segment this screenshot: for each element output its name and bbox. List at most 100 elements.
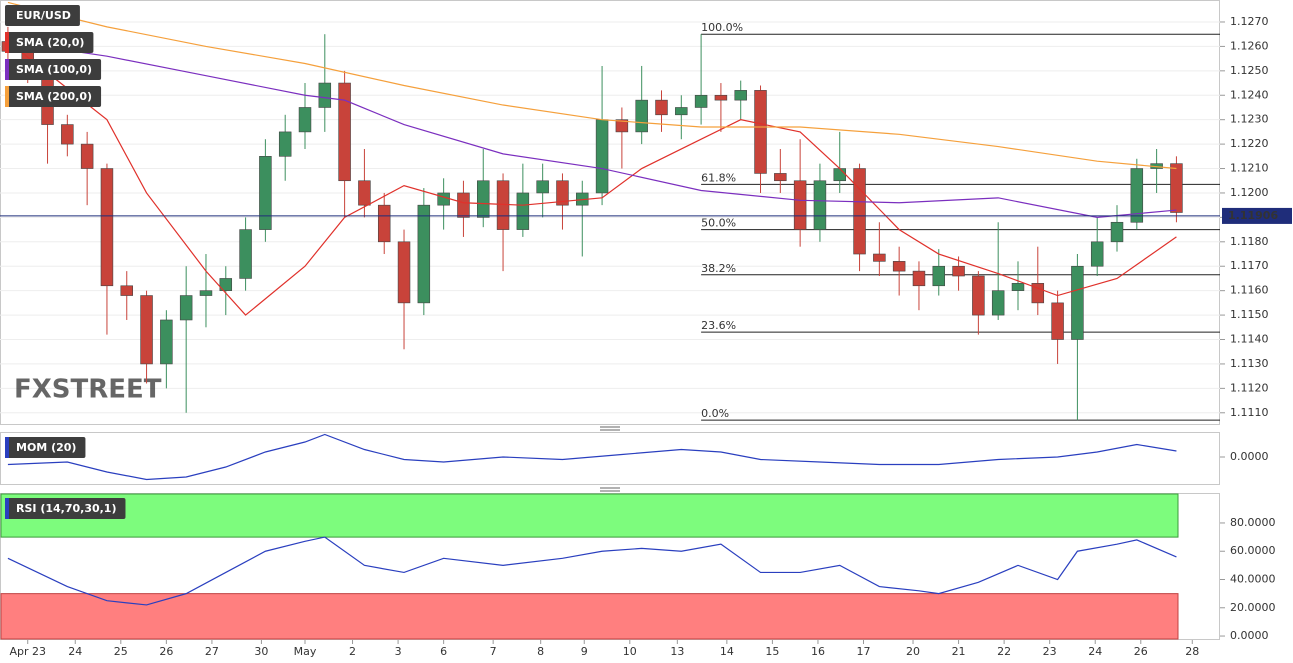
x-tick-label: 30 xyxy=(254,645,268,658)
candle-body xyxy=(318,82,332,108)
candle-body xyxy=(120,285,133,296)
legend-label: MOM (20) xyxy=(16,441,76,454)
candle-body xyxy=(1031,283,1045,304)
x-tick-label: 16 xyxy=(811,645,825,658)
x-tick-label: 15 xyxy=(765,645,779,658)
y-tick-label: 0.0000 xyxy=(1230,450,1269,463)
legend-item: SMA (200,0) xyxy=(5,86,102,107)
last-price-box xyxy=(1222,207,1292,224)
legend-box xyxy=(5,437,86,458)
legend-box xyxy=(5,32,94,53)
y-tick-label: 1.1120 xyxy=(1230,381,1269,394)
x-tick-label: 13 xyxy=(670,645,684,658)
y-tick-label: 1.1180 xyxy=(1230,235,1269,248)
y-tick-label: 60.0000 xyxy=(1230,544,1276,557)
y-tick-label: 1.1200 xyxy=(1230,186,1269,199)
candle-body xyxy=(278,131,292,157)
y-tick-label: 1.1240 xyxy=(1230,88,1269,101)
x-tick-label: 6 xyxy=(440,645,447,658)
candle-body xyxy=(1130,168,1144,223)
legend-box xyxy=(5,5,80,26)
y-tick-label: 0.0000 xyxy=(1230,629,1269,642)
panel-frame xyxy=(0,432,1220,485)
candle-body xyxy=(1011,283,1025,291)
y-tick-label: 1.1210 xyxy=(1230,162,1269,175)
candle-body xyxy=(397,241,411,304)
y-tick-label: 1.1130 xyxy=(1230,357,1269,370)
legend-swatch xyxy=(5,86,9,107)
legend-swatch xyxy=(5,498,9,519)
series-line xyxy=(7,1,1177,170)
candle-body xyxy=(932,265,946,287)
series-line xyxy=(7,40,1177,218)
x-tick-label: 14 xyxy=(720,645,734,658)
candle-body xyxy=(80,143,94,169)
x-tick-label: 21 xyxy=(952,645,966,658)
x-tick-label: 28 xyxy=(1185,645,1199,658)
x-tick-label: 9 xyxy=(581,645,588,658)
series-line xyxy=(7,41,1177,316)
x-tick-label: 24 xyxy=(1088,645,1102,658)
legend-item: SMA (100,0) xyxy=(5,59,102,80)
candle-body xyxy=(179,295,193,321)
x-tick-label: 8 xyxy=(537,645,544,658)
candle-body xyxy=(457,192,470,218)
legend-swatch xyxy=(5,59,9,80)
candle-body xyxy=(61,124,74,145)
legend-item: RSI (14,70,30,1) xyxy=(5,498,126,519)
candle-body xyxy=(219,278,233,291)
candle-body xyxy=(338,82,351,182)
candle-body xyxy=(477,180,490,218)
candle-body xyxy=(437,192,450,206)
y-tick-label: 1.1150 xyxy=(1230,308,1269,321)
legend-swatch xyxy=(5,437,9,458)
y-tick-label: 20.0000 xyxy=(1230,601,1276,614)
candle-body xyxy=(199,290,213,296)
legend-box xyxy=(5,498,126,519)
x-tick-label: 26 xyxy=(1134,645,1148,658)
candle-body xyxy=(516,192,530,230)
panel-handle xyxy=(600,426,620,492)
x-tick-label: 10 xyxy=(623,645,637,658)
x-tick-label: 23 xyxy=(1043,645,1057,658)
fib-label: 0.0% xyxy=(701,407,729,420)
overbought-band xyxy=(0,493,1179,538)
legend-label: SMA (100,0) xyxy=(16,63,92,76)
candle-body xyxy=(714,94,728,101)
x-tick-label: 3 xyxy=(395,645,402,658)
x-tick-label: 26 xyxy=(159,645,173,658)
legend-item: EUR/USD xyxy=(5,5,80,26)
candle-body xyxy=(972,275,985,316)
candle-body xyxy=(833,168,846,182)
y-tick-label: 1.1270 xyxy=(1230,15,1269,28)
candle-body xyxy=(853,168,866,255)
legend-label: SMA (200,0) xyxy=(16,90,92,103)
candle-body xyxy=(991,290,1005,316)
fib-label: 50.0% xyxy=(701,217,736,230)
y-tick-label: 40.0000 xyxy=(1230,573,1276,586)
candle-body xyxy=(615,119,629,133)
x-tick-label: 20 xyxy=(906,645,920,658)
y-tick-label: 1.1220 xyxy=(1230,137,1269,150)
y-tick-label: 1.1140 xyxy=(1230,333,1269,346)
x-tick-label: Apr 23 xyxy=(9,645,46,658)
series-line xyxy=(7,433,1177,481)
legend-box xyxy=(5,59,102,80)
legend-item: SMA (20,0) xyxy=(5,32,94,53)
candle-body xyxy=(377,204,391,243)
candle-body xyxy=(140,295,153,365)
candle-body xyxy=(358,180,371,206)
candle-body xyxy=(595,119,609,194)
candle-body xyxy=(774,173,787,182)
candle-body xyxy=(912,270,926,287)
candle-body xyxy=(675,107,688,116)
x-tick-label: 7 xyxy=(490,645,497,658)
x-tick-label: 2 xyxy=(349,645,356,658)
candle-body xyxy=(100,168,114,287)
candle-body xyxy=(298,107,312,133)
candle-body xyxy=(873,253,886,262)
legend-label: SMA (20,0) xyxy=(16,36,84,49)
candle-body xyxy=(1090,241,1104,267)
